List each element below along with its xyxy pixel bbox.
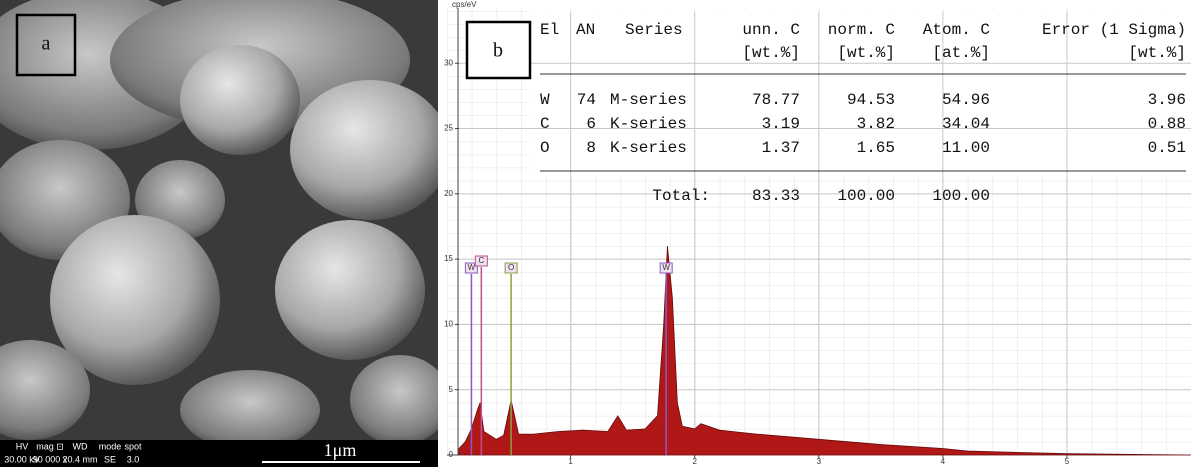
table-cell: 6 [586, 115, 596, 133]
table-header: AN [576, 21, 595, 39]
table-cell: 78.77 [752, 91, 800, 109]
table-total: Total: [652, 187, 710, 205]
y-tick-label: 0 [449, 450, 454, 459]
scale-bar-label: 1μm [324, 440, 357, 460]
table-unit: [wt.%] [1128, 44, 1186, 62]
table-unit: [at.%] [932, 44, 990, 62]
table-header: Error (1 Sigma) [1042, 21, 1186, 39]
table-cell: 8 [586, 139, 596, 157]
table-total: 100.00 [837, 187, 895, 205]
panel-label: a [42, 33, 51, 55]
info-value: 20.4 mm [62, 454, 97, 464]
info-header: mag ⊡ [36, 441, 64, 451]
table-header: unn. C [742, 21, 800, 39]
y-tick-label: 5 [449, 385, 454, 394]
panel-label: b [493, 40, 503, 62]
element-marker-label: W [468, 263, 476, 272]
table-cell: 3.82 [857, 115, 895, 133]
table-cell: 1.37 [762, 139, 800, 157]
x-tick-label: 1 [568, 457, 573, 466]
x-tick-label: 3 [817, 457, 822, 466]
table-cell: 94.53 [847, 91, 895, 109]
table-header: Series [625, 21, 683, 39]
info-header: mode [99, 441, 122, 451]
table-cell: 34.04 [942, 115, 990, 133]
element-marker-label: O [508, 263, 514, 272]
table-cell: 3.96 [1148, 91, 1186, 109]
x-tick-label: 4 [941, 457, 946, 466]
table-header: Atom. C [923, 21, 990, 39]
info-header: WD [73, 441, 88, 451]
x-tick-label: 5 [1065, 457, 1070, 466]
y-axis-label: cps/eV [452, 0, 477, 9]
table-header: norm. C [828, 21, 895, 39]
table-cell: M-series [610, 91, 687, 109]
figure-svg: a 1μm HV30.00 kVmag ⊡90 000 xWD20.4 mmmo… [0, 0, 1191, 467]
table-cell: K-series [610, 115, 687, 133]
table-header: El [540, 21, 559, 39]
table-cell: 3.19 [762, 115, 800, 133]
element-marker-label: W [662, 263, 670, 272]
figure: a 1μm HV30.00 kVmag ⊡90 000 xWD20.4 mmmo… [0, 0, 1191, 467]
table-cell: 1.65 [857, 139, 895, 157]
table-cell: 54.96 [942, 91, 990, 109]
y-tick-label: 20 [444, 189, 453, 198]
table-cell: C [540, 115, 550, 133]
table-unit: [wt.%] [837, 44, 895, 62]
table-cell: O [540, 139, 550, 157]
table-total: 83.33 [752, 187, 800, 205]
table-cell: 0.88 [1148, 115, 1186, 133]
info-value: 3.0 [127, 454, 140, 464]
table-cell: 11.00 [942, 139, 990, 157]
y-tick-label: 25 [444, 124, 453, 133]
y-tick-label: 15 [444, 254, 453, 263]
x-tick-label: 2 [693, 457, 698, 466]
info-value: SE [104, 454, 116, 464]
table-unit: [wt.%] [742, 44, 800, 62]
y-tick-label: 30 [444, 58, 453, 67]
info-header: HV [16, 441, 29, 451]
table-cell: 74 [577, 91, 596, 109]
table-total: 100.00 [932, 187, 990, 205]
table-cell: 0.51 [1148, 139, 1186, 157]
info-header: spot [124, 441, 142, 451]
table-cell: K-series [610, 139, 687, 157]
y-tick-label: 10 [444, 320, 453, 329]
element-marker-label: C [478, 256, 484, 265]
table-cell: W [540, 91, 550, 109]
